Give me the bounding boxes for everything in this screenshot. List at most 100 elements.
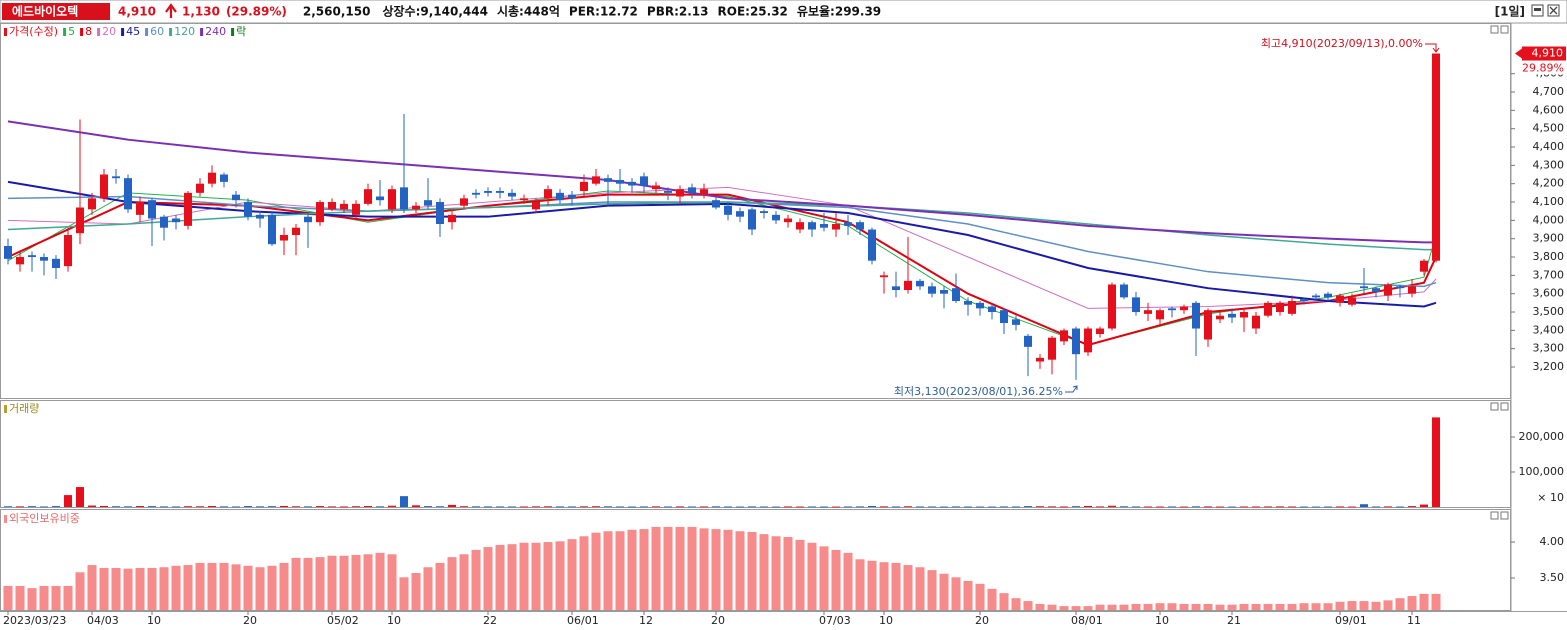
legend-label: 240 [205,25,226,38]
high-arrow [1425,43,1440,53]
foreign-ratio-bar [195,562,205,610]
foreign-ratio-bar [627,529,637,610]
volume-bar [892,506,900,508]
restore-icon [1534,8,1541,11]
volume-bar [136,506,144,507]
candle-body [1216,315,1224,320]
volume-bar [376,506,384,508]
candle-body [1312,295,1320,298]
foreign-ratio-bar [555,541,565,610]
candle-body [724,205,732,215]
volume-bar [220,506,228,508]
candle-body [136,202,144,215]
foreign-ratio-bar [1251,603,1261,610]
volume-bar [484,506,492,508]
foreign-ratio-bar [1035,603,1045,610]
volume-bar [880,506,888,508]
volume-bar [184,506,192,507]
panel-close-button[interactable] [1500,402,1509,411]
volume-bar [1024,506,1032,507]
candle-body [532,202,540,210]
candle-body [844,222,852,226]
volume-bar [1048,506,1056,508]
candle-body [352,203,360,215]
foreign-ratio-bar [147,567,157,610]
y-tick-label: 4,000 [1533,213,1565,226]
panel-min-button[interactable] [1490,511,1499,520]
panel-close-button[interactable] [1500,25,1509,34]
volume-bar [1276,506,1284,508]
volume-bar [712,506,720,508]
candle-body [580,181,588,192]
foreign-ratio-bar [207,562,217,610]
header-text: PER:12.72 [569,5,638,19]
candle-body [760,211,768,214]
volume-bar [976,506,984,508]
y-tick-label: 4,200 [1533,177,1565,190]
volume-bar [1288,506,1296,508]
volume-bar [196,506,204,508]
legend-marker [80,28,84,36]
volume-bar [832,506,840,508]
foreign-ratio-bar [99,567,109,610]
foreign-ratio-bar [135,567,145,610]
header-info: 4,910 1,130 (29.89%) 2,560,150 상장수:9,140,444… [118,3,881,19]
volume-bar [868,505,876,507]
foreign-ratio-bar [303,557,313,610]
foreign-ratio-bar [915,567,925,610]
legend-label: 60 [150,25,164,38]
volume-bar [388,505,396,507]
candle-body [484,191,492,193]
volume-bar [208,505,216,507]
close-icon [1549,6,1558,15]
candle-body [1300,299,1308,302]
volume-bar [904,506,912,508]
stock-name[interactable]: 에드바이오텍 [12,4,78,19]
panel-close-button[interactable] [1500,511,1509,520]
candle-body [700,189,708,195]
candle-body [1228,313,1236,318]
low-arrow [1065,385,1078,393]
legend-label: 외국인보유비중 [9,512,80,525]
candle-body [832,224,840,230]
volume-bar [1084,505,1092,507]
foreign-ratio-bar [591,532,601,610]
candle-body [892,286,900,291]
panel-min-button[interactable] [1490,402,1499,411]
candle-body [112,176,120,179]
candle-body [940,290,948,294]
candle-body [988,306,996,313]
candle-body [232,194,240,201]
foreign-ratio-bar [75,572,85,610]
foreign-ratio-bar [1323,603,1333,610]
volume-bar [1108,505,1116,507]
panel-min-button[interactable] [1490,25,1499,34]
foreign-ratio-bar [1095,604,1105,610]
header-text: PBR:2.13 [647,5,709,19]
foreign-ratio-bar [459,554,469,610]
x-tick-label: 05/02 [327,614,359,627]
volume-bar [52,506,60,507]
stock-name-box[interactable] [2,3,110,20]
foreign-ratio-bar [891,562,901,610]
volume-bar [472,506,480,508]
candle-body [1384,284,1392,296]
volume-bar [1360,504,1368,507]
y-tick-label: 4,300 [1533,158,1565,171]
candle-body [52,258,60,269]
candle-body [856,222,864,230]
foreign-ratio-bar [1311,603,1321,610]
volume-bar [592,506,600,508]
moving-average-line [7,180,1437,308]
foreign-ratio-bar [375,552,385,610]
candle-body [904,280,912,291]
candle-body [1324,293,1332,298]
period-selector[interactable]: [1일] [1495,5,1525,19]
volume-bar [400,496,408,507]
candle-body [1084,328,1092,353]
candle-body [1252,315,1260,329]
candle-body [64,235,72,267]
volume-bar [988,506,996,508]
candle-body [1096,328,1104,335]
